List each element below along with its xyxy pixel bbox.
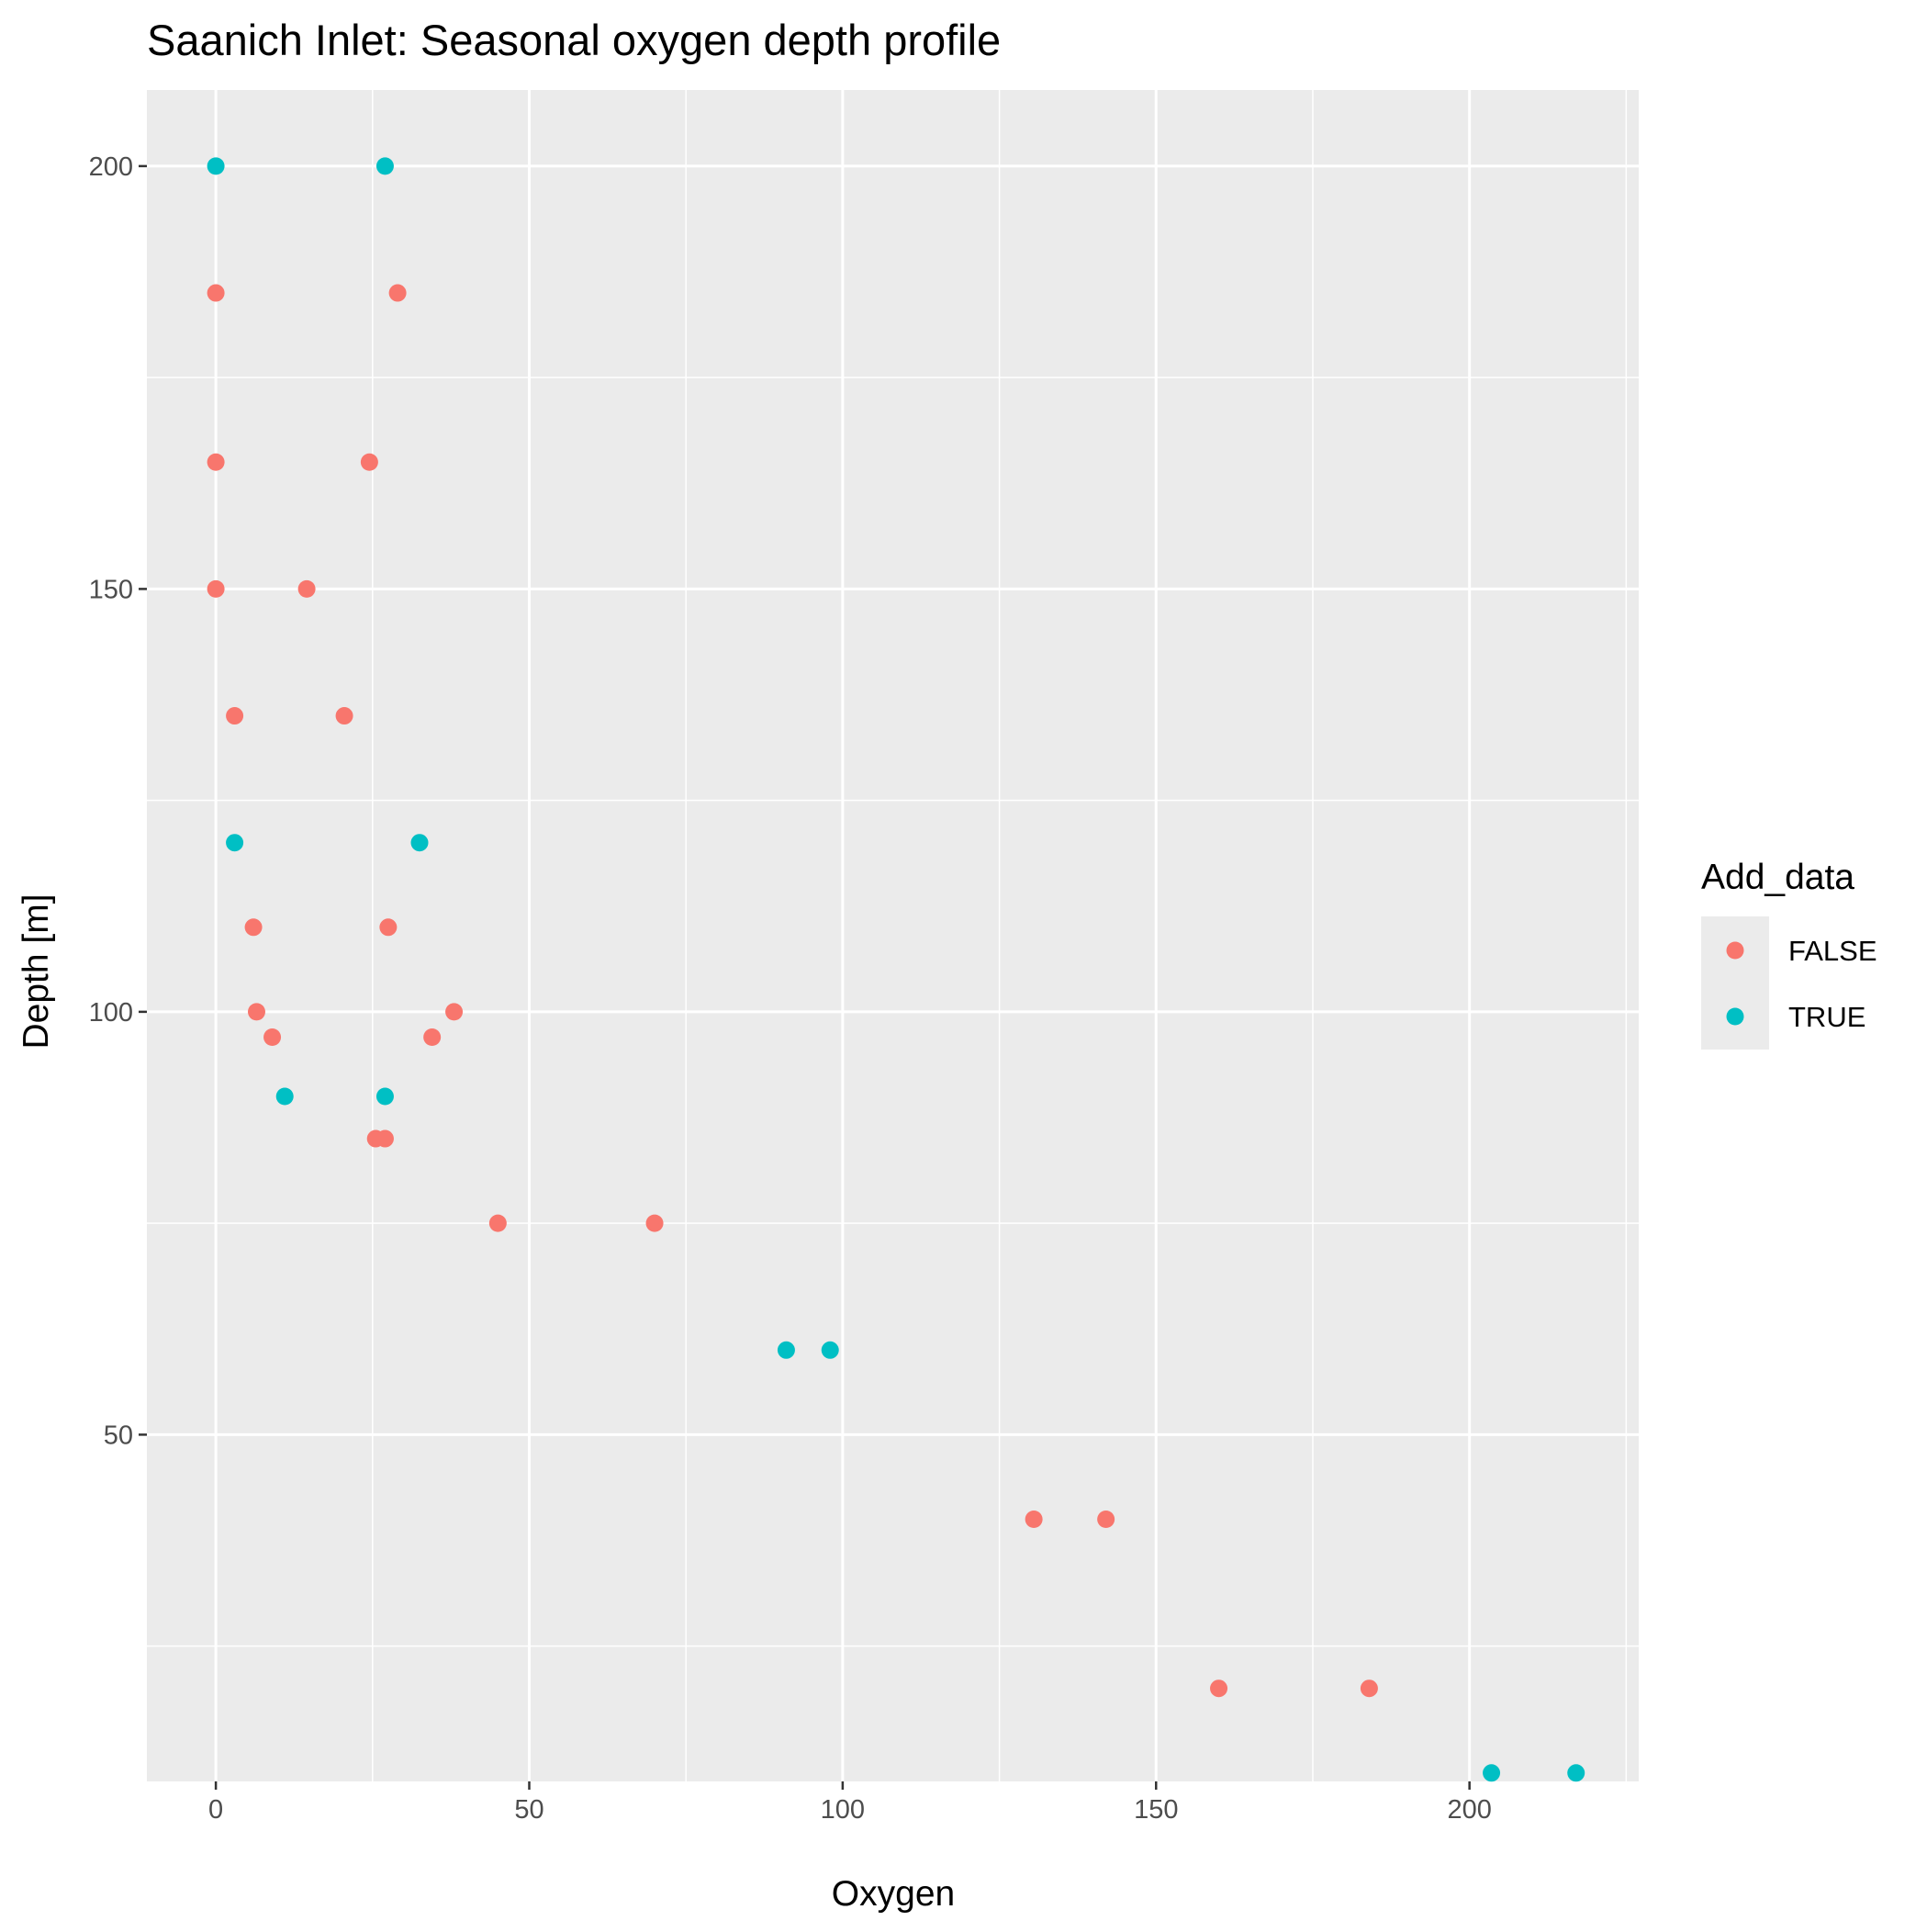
data-point-false: [360, 453, 378, 471]
data-point-false: [375, 1129, 394, 1148]
legend-label-true: TRUE: [1788, 1001, 1865, 1033]
data-point-false: [1097, 1510, 1115, 1528]
data-point-false: [488, 1214, 507, 1232]
data-point-false: [1360, 1679, 1378, 1698]
legend-key-true: [1726, 1007, 1744, 1026]
y-axis-title: Depth [m]: [17, 893, 56, 1049]
data-point-false: [335, 707, 353, 725]
legend-title: Add_data: [1701, 858, 1854, 897]
data-point-false: [423, 1028, 442, 1047]
data-points: [207, 157, 1585, 1782]
data-point-false: [207, 579, 225, 598]
data-point-true: [1567, 1764, 1585, 1782]
y-tick-label: 50: [104, 1421, 133, 1450]
data-point-true: [1483, 1764, 1501, 1782]
x-tick-label: 200: [1447, 1795, 1491, 1825]
data-point-false: [379, 918, 398, 937]
y-tick-label: 150: [89, 575, 133, 604]
data-point-true: [410, 834, 429, 852]
data-point-true: [275, 1087, 294, 1106]
data-point-true: [375, 1087, 394, 1106]
data-point-false: [263, 1028, 282, 1047]
x-axis-title: Oxygen: [832, 1874, 955, 1914]
x-tick-label: 0: [208, 1795, 223, 1825]
plot-panel: [147, 90, 1639, 1781]
panel-background: [147, 90, 1639, 1781]
data-point-false: [247, 1003, 265, 1021]
data-point-false: [1025, 1510, 1043, 1528]
data-point-false: [445, 1003, 464, 1021]
x-tick-label: 150: [1134, 1795, 1178, 1825]
data-point-false: [207, 453, 225, 471]
data-point-true: [777, 1341, 795, 1359]
x-axis: 0 50 100 150 200: [208, 1781, 1492, 1825]
data-point-false: [388, 284, 407, 302]
legend-key-background: [1701, 916, 1769, 1050]
data-point-false: [297, 579, 316, 598]
x-tick-label: 100: [821, 1795, 865, 1825]
data-point-true: [226, 834, 244, 852]
data-point-true: [375, 157, 394, 175]
data-point-false: [207, 284, 225, 302]
data-point-false: [645, 1214, 664, 1232]
chart-title: Saanich Inlet: Seasonal oxygen depth pro…: [147, 16, 1001, 64]
data-point-false: [244, 918, 263, 937]
y-tick-label: 200: [89, 152, 133, 182]
data-point-false: [1210, 1679, 1228, 1698]
data-point-true: [207, 157, 225, 175]
y-axis: 50 100 150 200: [89, 152, 147, 1450]
data-point-true: [821, 1341, 839, 1359]
data-point-false: [226, 707, 244, 725]
legend: Add_data FALSE TRUE: [1701, 858, 1877, 1050]
y-tick-label: 100: [89, 998, 133, 1028]
x-tick-label: 50: [514, 1795, 543, 1825]
legend-label-false: FALSE: [1788, 935, 1877, 967]
legend-key-false: [1726, 941, 1744, 960]
